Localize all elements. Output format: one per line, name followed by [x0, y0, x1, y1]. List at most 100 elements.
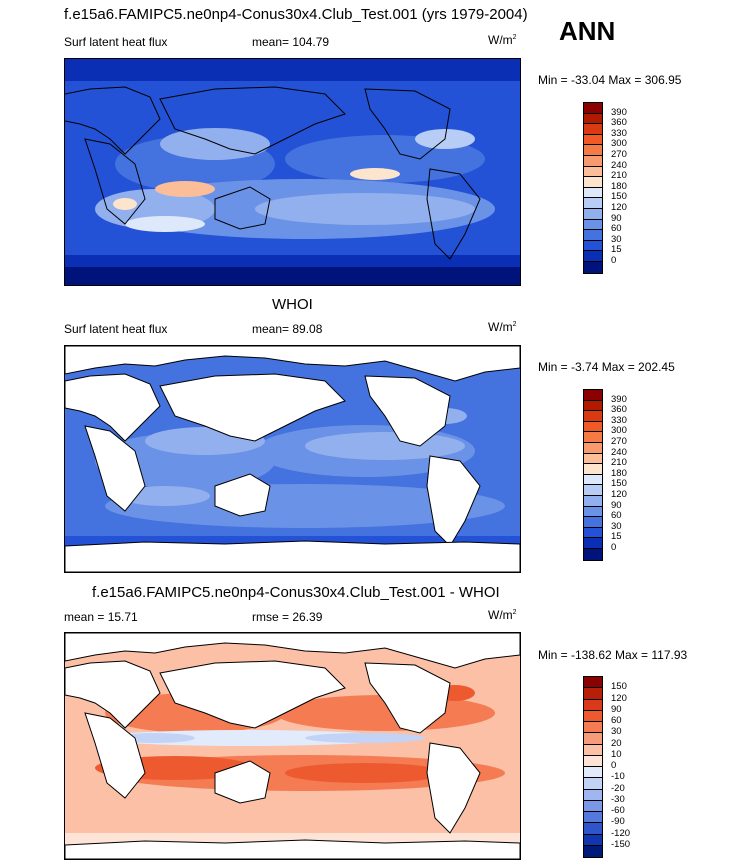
diff-colorbar-swatch: [584, 778, 602, 790]
model-colorbar-swatch: [584, 113, 602, 125]
model-colorbar-swatch: [584, 187, 602, 199]
obs-colorbar-swatch: [584, 421, 602, 433]
main-title: f.e15a6.FAMIPC5.ne0np4-Conus30x4.Club_Te…: [64, 6, 528, 23]
obs-colorbar: [583, 389, 603, 561]
obs-colorbar-swatch: [584, 495, 602, 507]
obs-map: [64, 345, 521, 573]
colorbar-tick-label: -120: [611, 827, 631, 839]
colorbar-tick-label: 15: [611, 244, 622, 256]
colorbar-tick-label: 240: [611, 159, 627, 171]
colorbar-tick-label: 240: [611, 446, 627, 458]
model-colorbar-swatch: [584, 166, 602, 178]
diff-colorbar-swatch: [584, 845, 602, 857]
colorbar-tick-label: 0: [611, 542, 617, 553]
diff-rmse-label: rmse = 26.39: [252, 610, 323, 624]
colorbar-tick-label: 390: [611, 106, 627, 118]
colorbar-tick-label: 210: [611, 457, 627, 469]
colorbar-tick-label: 150: [611, 681, 627, 693]
colorbar-tick-label: 150: [611, 191, 627, 203]
model-colorbar-swatch: [584, 124, 602, 135]
model-colorbar-swatch: [584, 145, 602, 156]
diff-colorbar: [583, 676, 603, 858]
obs-colorbar-swatch: [584, 517, 602, 528]
diff-colorbar-swatch: [584, 789, 602, 801]
model-colorbar-swatch: [584, 251, 602, 262]
obs-colorbar-swatch: [584, 474, 602, 486]
colorbar-tick-label: 90: [611, 499, 622, 511]
colorbar-tick-label: 150: [611, 478, 627, 490]
colorbar-tick-label: 120: [611, 202, 627, 213]
diff-colorbar-swatch: [584, 733, 602, 745]
obs-colorbar-swatch: [584, 548, 602, 560]
colorbar-tick-label: 360: [611, 117, 627, 129]
model-colorbar-swatch: [584, 219, 602, 231]
diff-minmax-label: Min = -138.62 Max = 117.93: [538, 648, 688, 662]
model-colorbar-swatch: [584, 155, 602, 167]
colorbar-tick-label: -30: [611, 793, 625, 805]
model-colorbar-swatch: [584, 230, 602, 241]
diff-colorbar-swatch: [584, 677, 602, 689]
colorbar-tick-label: 60: [611, 223, 622, 235]
obs-variable-label: Surf latent heat flux: [64, 322, 168, 336]
colorbar-tick-label: 270: [611, 436, 627, 447]
diff-colorbar-swatch: [584, 812, 602, 824]
colorbar-tick-label: 30: [611, 520, 622, 532]
colorbar-tick-label: 270: [611, 149, 627, 160]
colorbar-tick-label: 15: [611, 531, 622, 543]
colorbar-tick-label: 30: [611, 233, 622, 245]
colorbar-tick-label: 120: [611, 692, 627, 704]
colorbar-tick-label: 120: [611, 489, 627, 500]
diff-colorbar-swatch: [584, 710, 602, 722]
diff-colorbar-swatch: [584, 800, 602, 812]
diff-units-label: W/m2: [488, 608, 517, 622]
colorbar-tick-label: 300: [611, 138, 627, 150]
obs-colorbar-swatch: [584, 411, 602, 422]
diff-colorbar-swatch: [584, 699, 602, 711]
model-map: [64, 58, 521, 286]
obs-colorbar-swatch: [584, 464, 602, 475]
colorbar-tick-label: 180: [611, 467, 627, 479]
obs-minmax-label: Min = -3.74 Max = 202.45: [538, 360, 675, 374]
colorbar-tick-label: -10: [611, 771, 625, 783]
model-colorbar-swatch: [584, 103, 602, 114]
model-units-label: W/m2: [488, 33, 517, 47]
model-colorbar-swatch: [584, 134, 602, 146]
obs-units-label: W/m2: [488, 320, 517, 334]
model-colorbar-swatch: [584, 177, 602, 188]
diff-mean-label: mean = 15.71: [64, 610, 138, 624]
model-colorbar-swatch: [584, 240, 602, 252]
model-mean-label: mean= 104.79: [252, 35, 330, 49]
colorbar-tick-label: -150: [611, 838, 631, 850]
obs-colorbar-swatch: [584, 453, 602, 465]
obs-mean-label: mean= 89.08: [252, 322, 323, 336]
obs-colorbar-swatch: [584, 400, 602, 412]
obs-colorbar-swatch: [584, 485, 602, 496]
model-minmax-label: Min = -33.04 Max = 306.95: [538, 73, 682, 87]
colorbar-tick-label: 60: [611, 510, 622, 522]
diff-map: [64, 632, 521, 860]
model-variable-label: Surf latent heat flux: [64, 35, 168, 49]
model-colorbar-swatch: [584, 198, 602, 209]
obs-colorbar-swatch: [584, 527, 602, 539]
colorbar-tick-label: -60: [611, 805, 625, 816]
diff-section-title: f.e15a6.FAMIPC5.ne0np4-Conus30x4.Club_Te…: [92, 584, 500, 601]
colorbar-tick-label: 390: [611, 393, 627, 405]
diff-colorbar-swatch: [584, 744, 602, 756]
colorbar-tick-label: -20: [611, 782, 625, 794]
colorbar-tick-label: 60: [611, 715, 622, 726]
diff-colorbar-swatch: [584, 688, 602, 700]
colorbar-tick-label: 0: [611, 760, 617, 771]
diff-colorbar-swatch: [584, 823, 602, 835]
obs-colorbar-swatch: [584, 442, 602, 454]
colorbar-tick-label: 210: [611, 170, 627, 182]
colorbar-tick-label: 0: [611, 255, 617, 266]
model-colorbar-swatch: [584, 261, 602, 273]
colorbar-tick-label: 180: [611, 180, 627, 192]
model-colorbar-swatch: [584, 208, 602, 220]
colorbar-tick-label: 300: [611, 425, 627, 437]
diff-colorbar-swatch: [584, 755, 602, 767]
colorbar-tick-label: 330: [611, 127, 627, 139]
colorbar-tick-label: 360: [611, 404, 627, 416]
season-label: ANN: [559, 16, 616, 46]
diff-colorbar-swatch: [584, 722, 602, 734]
